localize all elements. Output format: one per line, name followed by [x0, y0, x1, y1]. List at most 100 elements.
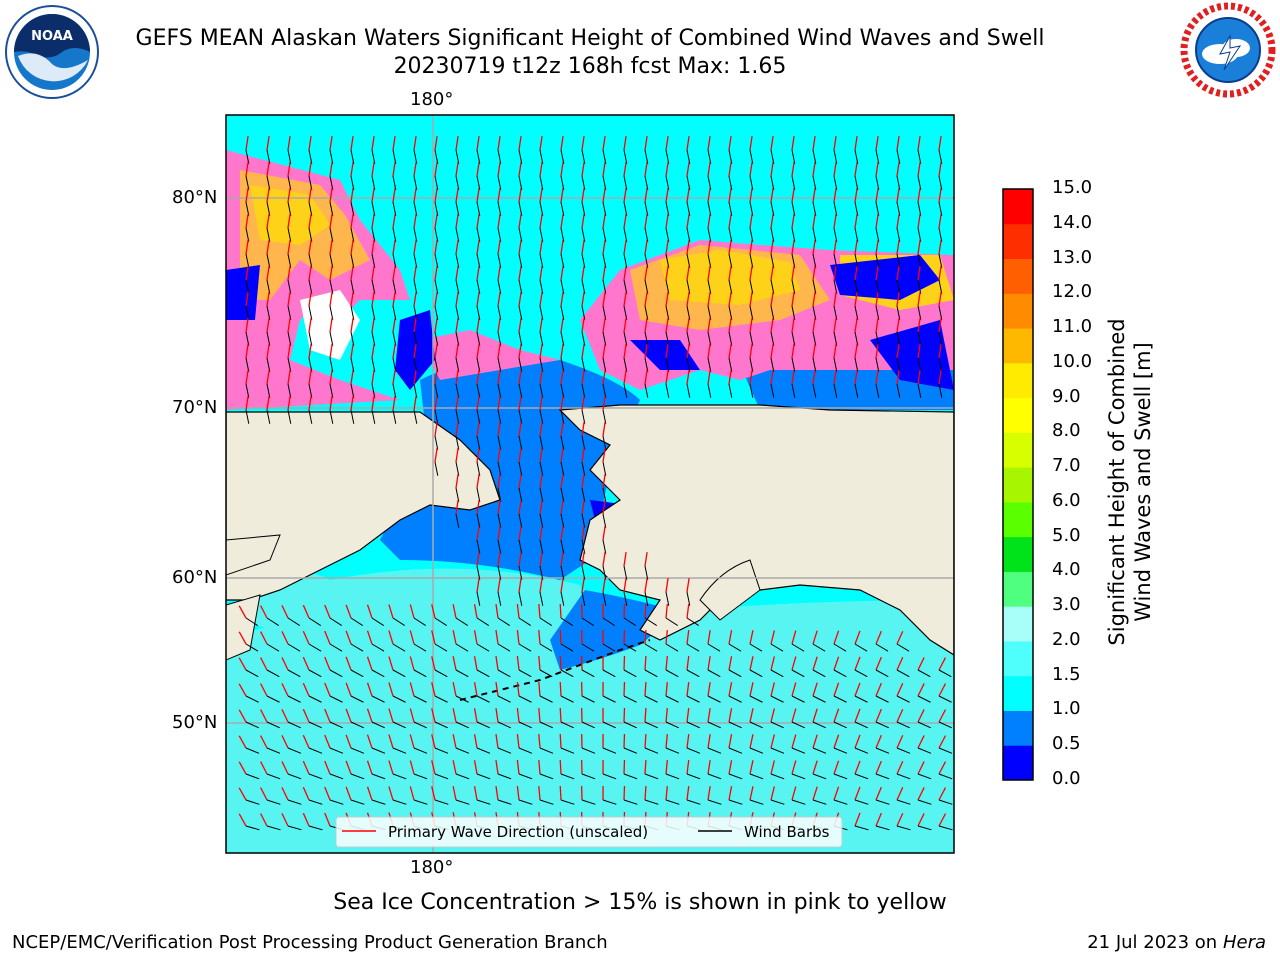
- wind-barb: [770, 643, 784, 652]
- wave-direction-arrow: [686, 604, 690, 619]
- wind-barb: [833, 253, 838, 268]
- wave-direction-arrow: [728, 266, 732, 281]
- wind-barb: [581, 461, 586, 476]
- wind-barb: [518, 435, 523, 450]
- wave-direction-arrow: [409, 760, 415, 775]
- wave-direction-arrow: [260, 631, 268, 645]
- wave-direction-arrow: [431, 604, 436, 619]
- wind-barb: [497, 643, 511, 652]
- wind-barb: [686, 201, 691, 216]
- wind-barb: [749, 357, 754, 372]
- wind-barb: [287, 305, 292, 320]
- wind-barb: [707, 227, 712, 242]
- wind-barb: [245, 279, 250, 294]
- wind-barb: [497, 253, 502, 268]
- wave-direction-arrow: [497, 370, 501, 385]
- wave-direction-arrow: [388, 656, 394, 671]
- wind-barb: [602, 539, 607, 554]
- wind-barb: [686, 227, 691, 242]
- wind-barb: [665, 799, 680, 805]
- wave-direction-arrow: [917, 214, 921, 229]
- wind-barb: [770, 695, 784, 703]
- wind-barb: [644, 175, 649, 190]
- wind-barb: [623, 565, 628, 580]
- wind-barb: [434, 175, 439, 190]
- wind-barb: [539, 591, 544, 606]
- wind-barb: [245, 617, 259, 627]
- wave-direction-arrow: [917, 683, 925, 697]
- colorbar-tick: 2.0: [1052, 628, 1081, 650]
- colorbar-box: [1003, 640, 1033, 677]
- wind-barb: [434, 435, 439, 450]
- wind-barb: [917, 773, 932, 780]
- wind-barb: [329, 305, 334, 320]
- wind-barb: [245, 669, 259, 678]
- wind-barb: [644, 305, 649, 320]
- wave-direction-arrow: [281, 657, 289, 671]
- wind-barb: [413, 695, 427, 703]
- wind-barb: [497, 175, 502, 190]
- wind-barb: [707, 279, 712, 294]
- wind-barb: [371, 149, 376, 164]
- wind-barb: [602, 669, 616, 678]
- wave-direction-arrow: [770, 656, 776, 671]
- wave-direction-arrow: [770, 760, 776, 775]
- wind-barb: [392, 773, 407, 780]
- wind-barb: [875, 331, 880, 346]
- wind-barb: [581, 331, 586, 346]
- wind-barb: [560, 149, 565, 164]
- wave-direction-arrow: [749, 318, 753, 333]
- colorbar-tick: 1.5: [1052, 663, 1081, 685]
- wind-barb: [266, 201, 271, 216]
- wind-barb: [938, 201, 943, 216]
- wave-direction-arrow: [434, 396, 438, 411]
- wave-direction-arrow: [938, 162, 942, 177]
- wind-barb: [434, 357, 439, 372]
- wave-direction-arrow: [749, 760, 754, 775]
- wind-barb: [287, 669, 301, 678]
- wave-direction-arrow: [707, 162, 711, 177]
- wave-direction-arrow: [345, 786, 352, 801]
- wave-direction-arrow: [854, 734, 861, 749]
- wave-direction-arrow: [938, 214, 942, 229]
- wind-barb: [287, 799, 302, 805]
- wave-direction-arrow: [366, 760, 373, 775]
- wind-barb: [476, 773, 491, 780]
- wind-barb: [329, 331, 334, 346]
- wave-direction-arrow: [770, 188, 774, 203]
- wave-direction-arrow: [791, 318, 795, 333]
- wave-direction-arrow: [329, 318, 333, 333]
- wave-direction-arrow: [833, 682, 840, 697]
- wind-barb: [434, 331, 439, 346]
- wind-barb: [938, 253, 943, 268]
- wind-barb: [371, 721, 385, 729]
- colorbar-box: [1003, 397, 1033, 433]
- wave-direction-arrow: [308, 344, 312, 359]
- wind-barb: [875, 201, 880, 216]
- wind-barb: [350, 695, 364, 703]
- wind-barb: [497, 487, 502, 502]
- wind-barb: [455, 409, 460, 424]
- wind-barb: [434, 383, 439, 398]
- wave-direction-arrow: [770, 786, 776, 801]
- wind-barb: [728, 175, 733, 190]
- wave-direction-arrow: [917, 370, 921, 385]
- wave-direction-arrow: [350, 266, 354, 281]
- wave-direction-arrow: [644, 162, 648, 177]
- wind-barb: [581, 669, 595, 678]
- wave-direction-arrow: [938, 240, 942, 255]
- wave-direction-arrow: [686, 760, 690, 775]
- wave-direction-arrow: [896, 136, 900, 151]
- wave-direction-arrow: [409, 734, 415, 749]
- wind-barb: [896, 669, 910, 678]
- wind-barb: [413, 773, 428, 780]
- wave-direction-arrow: [371, 188, 375, 203]
- wind-barb: [602, 487, 607, 502]
- wind-barb: [308, 747, 323, 754]
- wind-barb: [581, 357, 586, 372]
- wind-barb: [308, 305, 313, 320]
- wave-direction-arrow: [388, 630, 394, 645]
- wind-barb: [707, 669, 721, 678]
- wind-barb: [539, 617, 553, 627]
- wind-barb: [602, 461, 607, 476]
